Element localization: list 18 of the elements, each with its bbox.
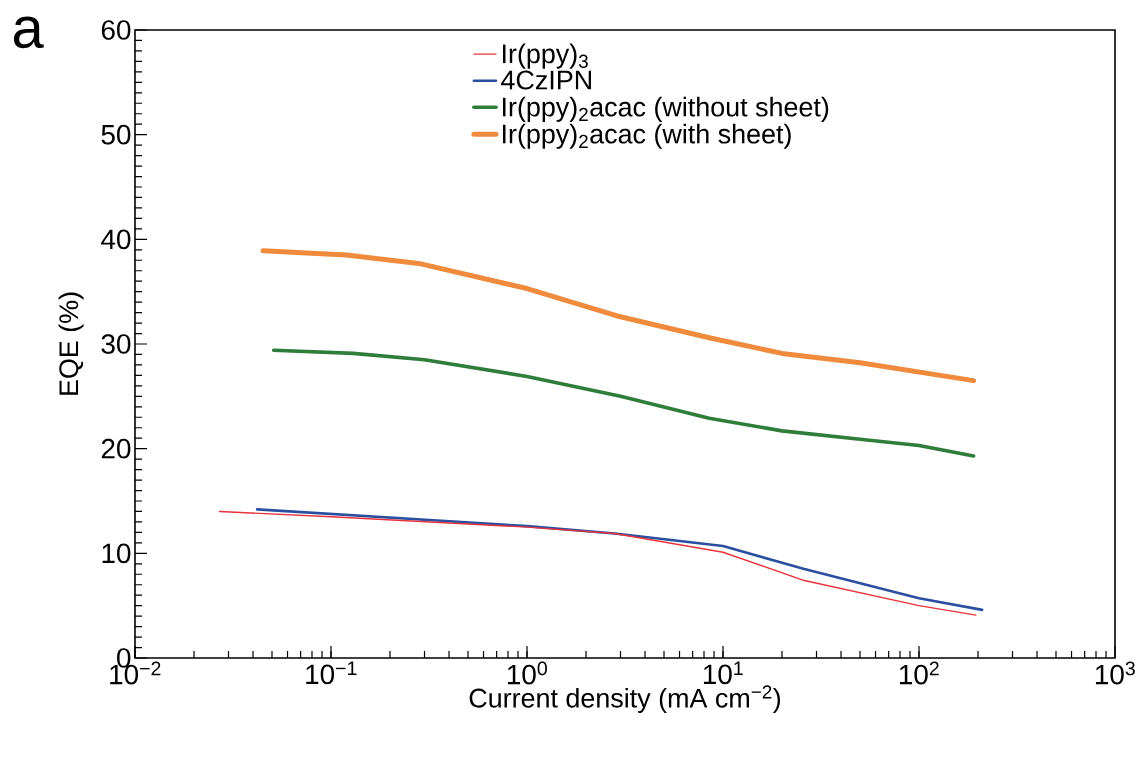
y-tick-label: 40 xyxy=(101,229,131,250)
x-tick-label: 10$^{3}$ xyxy=(1095,661,1135,685)
x-tick-label: 10$^{1}$ xyxy=(703,661,743,685)
legend-label: Ir(ppy)$_{2}$acac (without sheet) xyxy=(502,96,829,122)
x-axis-title: Current density (mA cm$^{−2}$) xyxy=(469,685,781,713)
x-tick-label: 10$^{0}$ xyxy=(507,661,547,685)
y-tick-label: 30 xyxy=(101,334,131,354)
x-tick-label: 10$^{2}$ xyxy=(899,661,939,685)
legend-label: 4CzIPN xyxy=(501,70,591,90)
y-tick-label: 50 xyxy=(101,124,131,145)
y-tick-label: 60 xyxy=(101,20,131,40)
y-axis-title: EQE (%) xyxy=(58,292,84,395)
legend-label: Ir(ppy)$_{3}$ xyxy=(502,43,588,69)
y-tick-label: 10 xyxy=(102,543,131,564)
x-tick-label: 10$^{−1}$ xyxy=(306,661,357,685)
y-tick-label: 20 xyxy=(101,438,131,459)
legend-label: Ir(ppy)$_{2}$acac (with sheet) xyxy=(502,123,791,149)
text: a xyxy=(13,16,44,49)
